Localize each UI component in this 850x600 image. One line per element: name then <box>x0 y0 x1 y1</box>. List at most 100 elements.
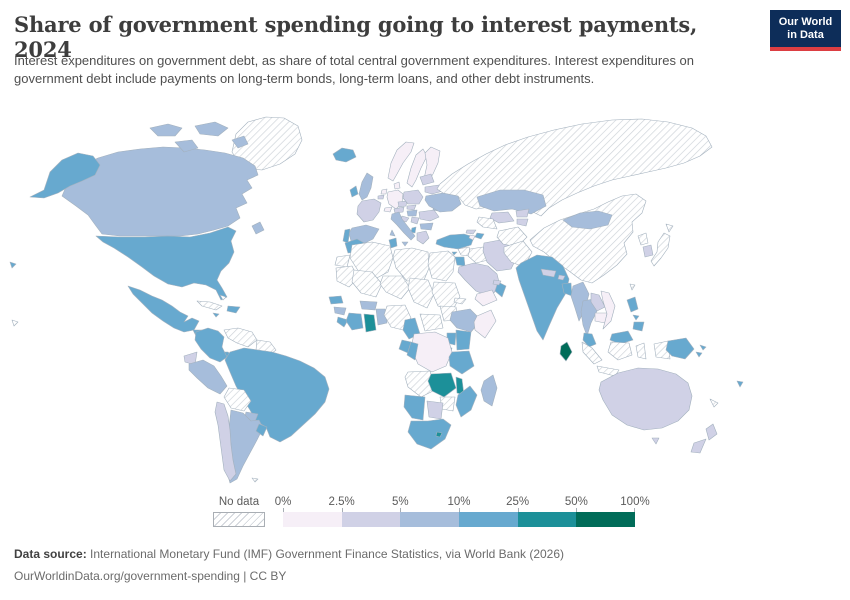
country-france[interactable] <box>356 198 382 223</box>
country-hawaii[interactable] <box>9 261 17 269</box>
country-zambia[interactable] <box>427 372 457 398</box>
country-romania[interactable] <box>418 209 440 222</box>
country-senegal[interactable] <box>328 295 344 305</box>
country-congo[interactable] <box>406 341 419 361</box>
country-laos[interactable] <box>590 292 606 312</box>
country-canada[interactable] <box>61 146 259 237</box>
country-chile[interactable] <box>214 401 237 482</box>
country-japan[interactable] <box>650 232 671 267</box>
country-north-korea[interactable] <box>637 232 649 246</box>
country-tanzania[interactable] <box>448 350 475 375</box>
country-greenland[interactable] <box>231 116 303 171</box>
country-botswana[interactable] <box>426 400 444 420</box>
country-canada-arctic-4[interactable] <box>231 135 249 149</box>
country-switzerland[interactable] <box>383 206 393 213</box>
country-italy[interactable] <box>390 211 416 241</box>
country-fiji[interactable] <box>736 380 744 388</box>
legend-no-data-swatch[interactable] <box>213 512 265 527</box>
country-tajikistan[interactable] <box>516 218 529 227</box>
country-guinea[interactable] <box>333 306 347 316</box>
country-new-zealand-south[interactable] <box>690 438 707 454</box>
country-mali[interactable] <box>351 269 383 298</box>
country-falkland-islands[interactable] <box>251 477 259 483</box>
country-canada-arctic-1[interactable] <box>149 123 183 137</box>
country-yemen[interactable] <box>474 289 498 307</box>
country-new-zealand-north[interactable] <box>705 423 718 441</box>
country-australia[interactable] <box>598 367 693 431</box>
country-saudi-arabia[interactable] <box>457 262 501 298</box>
country-malaysia-borneo[interactable] <box>609 330 634 345</box>
country-norway[interactable] <box>387 141 415 182</box>
country-azerbaijan[interactable] <box>474 232 485 240</box>
country-serbia[interactable] <box>410 216 420 225</box>
country-papua-new-guinea[interactable] <box>665 337 695 360</box>
legend-bin-10-25[interactable] <box>459 512 518 527</box>
country-kyrgyzstan[interactable] <box>515 208 530 218</box>
country-sulawesi[interactable] <box>635 342 647 360</box>
country-jamaica[interactable] <box>212 312 220 318</box>
license-link-line[interactable]: OurWorldinData.org/government-spending |… <box>14 568 287 583</box>
country-egypt[interactable] <box>427 250 456 282</box>
country-india[interactable] <box>515 254 570 341</box>
country-alaska[interactable] <box>29 152 101 199</box>
country-taiwan[interactable] <box>629 283 636 291</box>
country-portugal[interactable] <box>342 228 351 244</box>
country-israel-jordan[interactable] <box>454 256 466 267</box>
country-south-korea[interactable] <box>642 244 654 258</box>
country-ghana[interactable] <box>363 313 377 333</box>
country-newfoundland[interactable] <box>251 221 265 235</box>
country-uruguay[interactable] <box>255 423 268 437</box>
country-visayas[interactable] <box>632 314 640 321</box>
country-uzbekistan[interactable] <box>489 211 515 224</box>
country-mongolia[interactable] <box>562 210 613 230</box>
country-peru[interactable] <box>188 359 228 395</box>
country-sumatra[interactable] <box>581 341 603 365</box>
country-namibia[interactable] <box>403 394 426 421</box>
country-niger[interactable] <box>379 275 411 300</box>
country-czechia[interactable] <box>397 200 408 208</box>
country-canada-arctic-2[interactable] <box>194 121 229 137</box>
country-sri-lanka[interactable] <box>559 341 573 362</box>
country-tunisia[interactable] <box>388 237 398 249</box>
country-solomon-islands[interactable] <box>699 344 707 351</box>
country-eritrea[interactable] <box>453 297 467 305</box>
country-mindanao[interactable] <box>632 321 645 332</box>
country-vietnam[interactable] <box>600 290 616 330</box>
country-malaysia-peninsula[interactable] <box>582 332 597 348</box>
country-kalimantan[interactable] <box>607 341 633 361</box>
country-georgia[interactable] <box>465 229 477 235</box>
country-central-african-republic[interactable] <box>419 313 444 332</box>
country-bahamas[interactable] <box>219 294 227 301</box>
country-denmark[interactable] <box>393 181 401 190</box>
country-bhutan[interactable] <box>557 274 566 281</box>
owid-logo[interactable]: Our World in Data <box>770 10 841 51</box>
country-ukraine[interactable] <box>424 192 462 213</box>
legend-bin-25-50[interactable] <box>517 512 577 527</box>
country-nepal[interactable] <box>540 268 557 278</box>
country-armenia[interactable] <box>468 234 476 241</box>
country-sicily[interactable] <box>401 241 409 247</box>
country-china[interactable] <box>529 193 647 284</box>
country-netherlands[interactable] <box>380 188 388 195</box>
country-chad[interactable] <box>407 277 435 309</box>
country-tasmania[interactable] <box>651 437 660 445</box>
country-western-sahara[interactable] <box>334 254 351 268</box>
country-kenya[interactable] <box>455 329 472 351</box>
country-new-caledonia[interactable] <box>709 398 719 408</box>
country-baltics[interactable] <box>419 173 435 186</box>
country-turkey[interactable] <box>435 233 475 250</box>
country-luzon[interactable] <box>626 296 639 313</box>
country-poland[interactable] <box>402 189 424 205</box>
country-sardinia[interactable] <box>389 229 396 237</box>
country-polynesia[interactable] <box>11 319 19 327</box>
country-lesotho[interactable] <box>435 431 443 438</box>
country-burkina-faso[interactable] <box>359 300 378 311</box>
country-hungary[interactable] <box>406 209 418 217</box>
country-austria[interactable] <box>393 206 405 214</box>
legend-bin-0-2.5[interactable] <box>283 512 342 527</box>
country-togo-benin[interactable] <box>375 308 388 326</box>
country-canada-arctic-3[interactable] <box>174 139 199 153</box>
country-bolivia[interactable] <box>223 387 252 412</box>
country-united-states[interactable] <box>95 226 237 301</box>
country-ireland[interactable] <box>349 185 359 198</box>
